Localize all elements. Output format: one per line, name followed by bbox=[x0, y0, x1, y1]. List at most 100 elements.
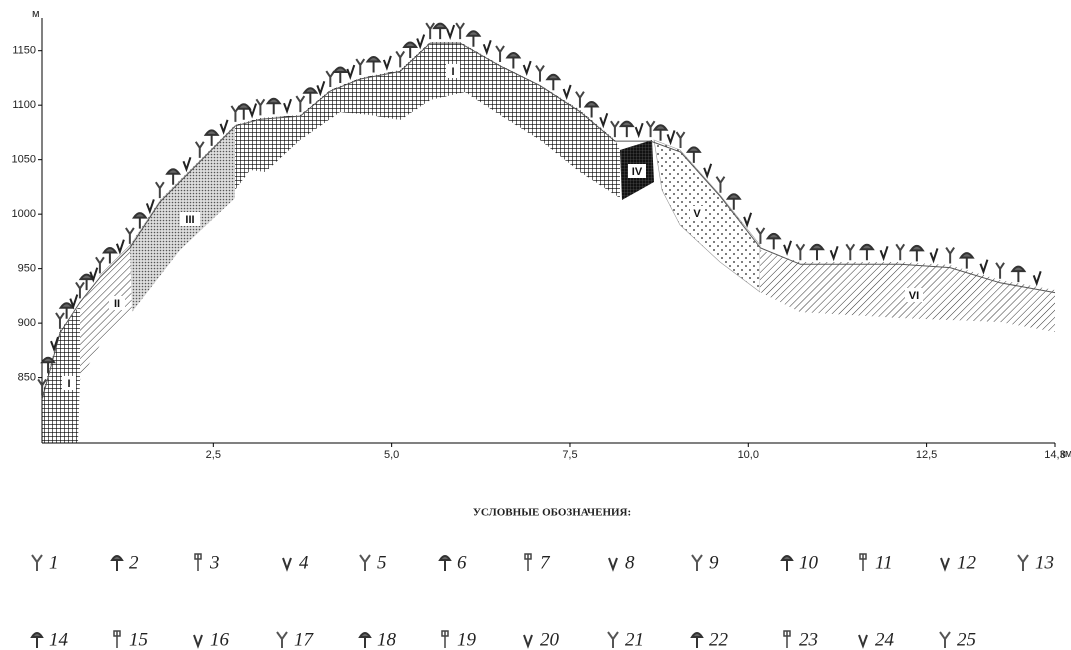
symbol bbox=[30, 632, 44, 648]
y-tick-label: 850 bbox=[18, 372, 36, 384]
symbol bbox=[154, 181, 165, 199]
legend-symbol bbox=[523, 634, 533, 649]
symbol bbox=[382, 55, 392, 71]
y-tick-label: 1150 bbox=[12, 45, 36, 57]
symbol bbox=[248, 103, 258, 119]
x-axis-label: км bbox=[1060, 448, 1071, 460]
symbol bbox=[125, 227, 135, 244]
symbol bbox=[355, 58, 366, 76]
symbol bbox=[441, 630, 449, 648]
symbol bbox=[219, 119, 229, 135]
symbol bbox=[691, 554, 703, 571]
legend-label: 18 bbox=[377, 629, 397, 650]
zone-label: I bbox=[451, 66, 454, 78]
symbol bbox=[879, 245, 889, 262]
zone-label: VI bbox=[909, 290, 919, 302]
symbol bbox=[715, 176, 726, 193]
legend-label: 2 bbox=[129, 552, 139, 573]
legend-symbol bbox=[358, 632, 372, 648]
symbol bbox=[610, 120, 620, 138]
legend-label: 3 bbox=[209, 552, 220, 573]
symbol bbox=[165, 168, 182, 185]
symbol bbox=[438, 555, 452, 571]
zone-label: IV bbox=[632, 166, 643, 178]
legend-symbol bbox=[276, 631, 288, 648]
y-tick-label: 900 bbox=[18, 317, 36, 329]
symbol bbox=[194, 553, 202, 571]
legend-label: 11 bbox=[875, 552, 893, 573]
legend-symbol bbox=[607, 631, 619, 648]
symbol bbox=[432, 22, 449, 40]
symbol bbox=[535, 65, 545, 82]
symbol bbox=[505, 52, 522, 69]
legend-label: 20 bbox=[540, 629, 560, 650]
zone-label: V bbox=[693, 208, 701, 220]
legend-label: 7 bbox=[540, 552, 551, 573]
symbol bbox=[783, 630, 791, 648]
symbol bbox=[829, 245, 839, 262]
y-tick-label: 950 bbox=[18, 263, 36, 275]
symbol bbox=[102, 247, 118, 264]
symbol bbox=[522, 60, 532, 77]
legend-symbol bbox=[690, 632, 704, 648]
symbol bbox=[703, 163, 713, 179]
zone bbox=[653, 139, 761, 293]
legend-label: 14 bbox=[49, 629, 69, 650]
symbol bbox=[845, 243, 856, 261]
symbol bbox=[265, 97, 282, 115]
legend-symbol bbox=[524, 553, 532, 571]
label-box bbox=[905, 288, 923, 302]
y-tick-label: 1100 bbox=[12, 99, 36, 111]
legend-label: 13 bbox=[1035, 552, 1054, 573]
symbol bbox=[40, 356, 56, 374]
symbol bbox=[940, 557, 950, 572]
symbol bbox=[743, 212, 753, 228]
symbol bbox=[618, 120, 635, 138]
legend-symbol bbox=[282, 557, 292, 572]
label-box bbox=[180, 212, 200, 226]
legend-label: 19 bbox=[457, 629, 477, 650]
legend-label: 8 bbox=[625, 552, 635, 573]
symbol bbox=[359, 554, 371, 571]
label-box bbox=[62, 376, 76, 390]
symbol bbox=[929, 248, 939, 264]
symbol bbox=[607, 631, 619, 648]
legend-symbol bbox=[783, 630, 791, 648]
legend-symbol bbox=[110, 555, 124, 571]
legend-label: 4 bbox=[299, 552, 309, 573]
symbol bbox=[78, 273, 95, 291]
symbol bbox=[645, 120, 656, 138]
label-box bbox=[446, 64, 460, 78]
symbol bbox=[365, 56, 382, 73]
symbol bbox=[634, 122, 644, 139]
symbol bbox=[482, 40, 492, 56]
x-tick-label: 12,5 bbox=[916, 449, 937, 461]
symbol bbox=[958, 252, 975, 269]
zone-labels: I II III I IV V VI bbox=[62, 64, 923, 390]
symbol bbox=[685, 146, 702, 163]
symbol bbox=[809, 243, 825, 261]
legend-symbol bbox=[608, 557, 618, 572]
symbol bbox=[545, 73, 562, 91]
symbol bbox=[50, 336, 59, 353]
symbol bbox=[666, 130, 676, 146]
symbol bbox=[316, 81, 326, 97]
symbol bbox=[895, 243, 906, 261]
symbol bbox=[193, 634, 203, 649]
legend-symbol bbox=[438, 555, 452, 571]
symbol bbox=[115, 239, 125, 255]
symbol bbox=[276, 631, 288, 648]
symbol bbox=[182, 156, 192, 173]
legend-symbol bbox=[113, 630, 121, 648]
legend-label: 25 bbox=[957, 629, 976, 650]
legend-symbol bbox=[940, 557, 950, 572]
symbol bbox=[859, 553, 867, 571]
zones bbox=[42, 42, 1055, 443]
legend-symbol bbox=[30, 632, 44, 648]
symbol bbox=[283, 98, 292, 115]
symbol bbox=[979, 259, 989, 275]
legend-label: 12 bbox=[957, 552, 977, 573]
legend-symbol bbox=[31, 554, 43, 571]
symbol bbox=[416, 34, 426, 50]
